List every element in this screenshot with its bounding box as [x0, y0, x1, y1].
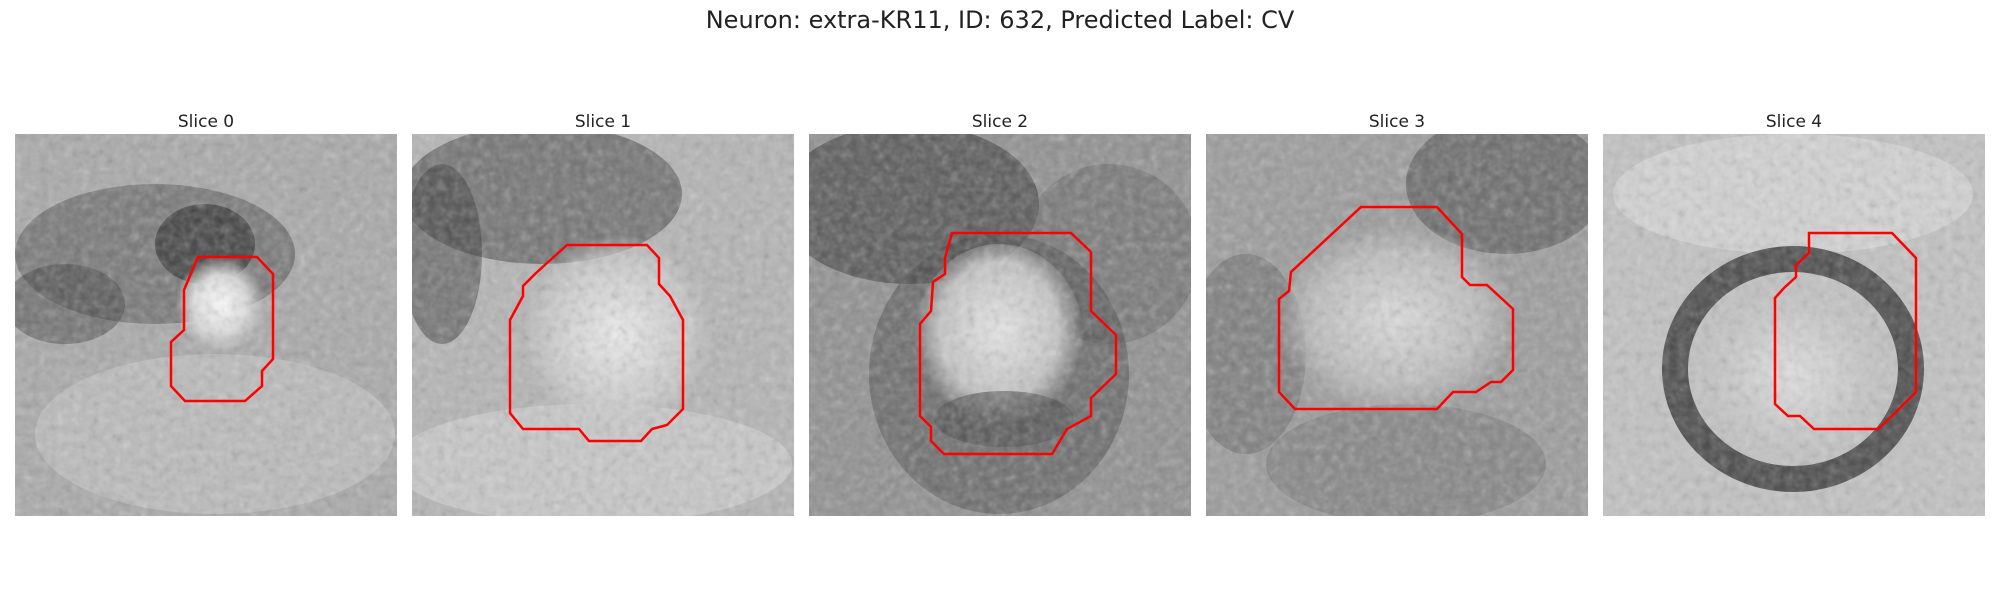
slice-title: Slice 3	[1368, 112, 1426, 132]
slice-title: Slice 4	[1765, 112, 1823, 132]
slice-image-2	[809, 134, 1191, 516]
slice-panel-3: Slice 3	[1206, 110, 1588, 516]
slice-panel-1: Slice 1	[412, 110, 794, 516]
slice-title: Slice 2	[971, 112, 1029, 132]
slice-panel-2: Slice 2	[809, 110, 1191, 516]
slice-image-1	[412, 134, 794, 516]
slice-image-4	[1603, 134, 1985, 516]
roi-outline	[508, 243, 685, 443]
slice-panel-0: Slice 0	[15, 110, 397, 516]
roi-outline	[169, 255, 275, 403]
slice-title: Slice 0	[177, 112, 235, 132]
slice-image-0	[15, 134, 397, 516]
roi-outline	[918, 231, 1118, 456]
slice-panel-4: Slice 4	[1603, 110, 1985, 516]
slice-title: Slice 1	[574, 112, 632, 132]
slice-image-3	[1206, 134, 1588, 516]
roi-outline	[1277, 205, 1515, 411]
roi-outline	[1773, 231, 1918, 431]
figure-title: Neuron: extra-KR11, ID: 632, Predicted L…	[705, 6, 1295, 34]
